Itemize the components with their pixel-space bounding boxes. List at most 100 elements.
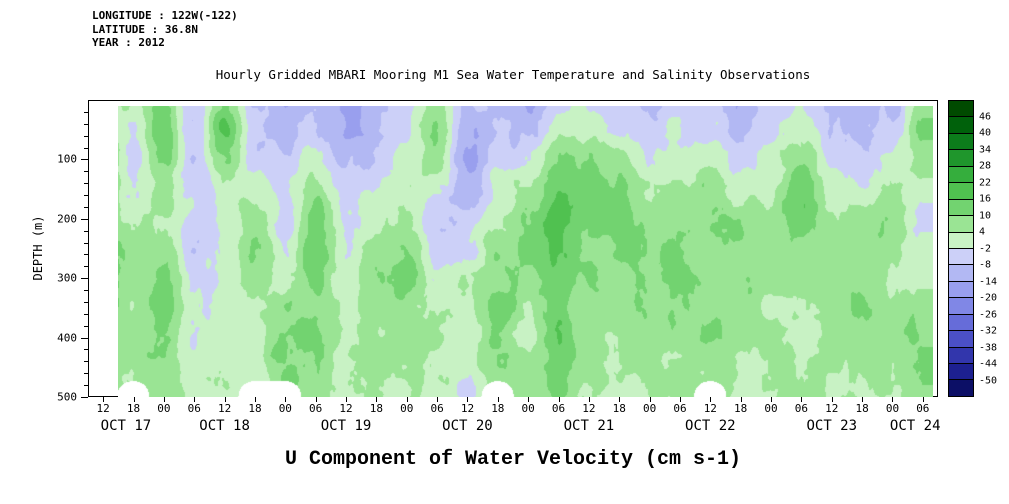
y-axis-tick [81,159,88,161]
x-axis-day-label: OCT 22 [685,418,736,434]
x-axis-tick [831,397,833,402]
y-axis-minor-tick [84,147,88,149]
x-axis-tick-label: 18 [369,402,384,415]
colorbar-tick-label: 46 [979,111,992,122]
heatmap-canvas [118,106,933,397]
x-axis-tick-label: 06 [673,402,687,415]
colorbar-tick-label: -38 [979,342,998,353]
y-axis-tick [81,397,88,398]
y-axis-tick [81,337,88,339]
y-axis-minor-tick [84,325,88,327]
y-axis-minor-tick [84,290,88,292]
colorbar-cell [949,117,973,134]
colorbar-cell [949,183,973,200]
colorbar-cell [949,265,973,282]
colorbar-tick-label: -32 [979,325,998,337]
colorbar-tick-label: -44 [979,358,998,370]
y-axis-minor-tick [84,135,88,137]
chart-title: Hourly Gridded MBARI Mooring M1 Sea Wate… [215,67,811,82]
latitude-label: LATITUDE : 36.8N [92,22,198,36]
y-axis-title: DEPTH (m) [31,215,45,281]
x-axis-tick [558,397,560,402]
x-axis-tick-label: 12 [460,402,475,415]
y-axis-minor-tick [84,313,88,315]
y-axis-minor-tick [84,373,88,375]
y-axis-minor-tick [84,230,88,232]
y-axis-minor-tick [84,385,88,387]
x-axis-day-label: OCT 18 [199,418,250,434]
x-axis-tick-label: 06 [916,402,930,415]
x-axis-tick-label: 18 [612,402,626,415]
x-axis-tick [740,397,742,402]
x-axis-day-label: OCT 20 [442,418,493,434]
x-axis-tick [467,397,469,402]
y-axis-minor-tick [84,254,88,256]
y-axis-minor-tick [84,195,88,197]
x-axis-tick [133,397,135,402]
x-axis-tick [224,397,226,402]
x-axis-tick-label: 12 [582,402,596,415]
colorbar-cell [949,298,973,315]
y-axis-tick [81,218,88,220]
x-axis-tick [679,397,681,402]
y-axis-minor-tick [84,349,88,351]
x-axis-tick [376,397,378,402]
colorbar-tick-label: -20 [979,292,998,304]
x-axis-tick [588,397,590,402]
y-axis-tick-label: 500 [57,390,77,404]
colorbar-tick-label: 22 [979,177,992,188]
y-axis-minor-tick [84,171,88,173]
y-axis-minor-tick [84,183,88,185]
x-axis-tick-label: 00 [278,402,292,415]
year-label: YEAR : 2012 [92,36,165,49]
longitude-label: LONGITUDE : 122W(-122) [92,9,238,22]
y-axis-tick-label: 300 [57,271,77,285]
x-axis-tick-label: 00 [764,402,778,415]
x-axis-tick-label: 00 [642,402,657,415]
x-axis-day-label: OCT 24 [889,418,941,434]
x-axis-tick [862,397,864,402]
x-axis-tick-label: 12 [339,402,353,415]
x-axis-day-label: OCT 23 [806,418,858,434]
colorbar-tick-label: -26 [979,309,998,320]
y-axis-tick-label: 100 [57,152,77,166]
colorbar [948,100,974,397]
x-axis-tick-label: 12 [217,402,232,415]
colorbar-cell [949,133,973,151]
colorbar-tick-label: -2 [979,243,992,254]
y-axis-minor-tick [84,266,88,268]
colorbar-tick-label: -50 [979,375,998,386]
colorbar-tick-label: 34 [979,144,992,155]
colorbar-cell [949,364,973,381]
y-axis-minor-tick [84,361,88,363]
metadata-block: LONGITUDE : 122W(-122) LATITUDE : 36.8N … [92,9,238,50]
x-axis-tick-label: 06 [551,402,566,415]
x-axis-tick-label: 00 [400,402,414,415]
x-axis-tick [771,397,773,402]
colorbar-tick-label: -8 [979,259,992,271]
colorbar-cell [949,347,973,364]
x-axis-tick [497,397,499,402]
x-axis-tick-label: 18 [734,402,748,415]
x-axis-tick-label: 12 [703,402,717,415]
x-axis-tick-label: 18 [491,402,505,415]
y-axis-tick-label: 200 [57,212,77,226]
colorbar-cell [949,232,973,249]
x-axis-tick-label: 06 [187,402,201,415]
x-axis-tick [163,397,165,402]
x-axis-tick-label: 00 [885,402,900,415]
colorbar-cell [949,150,973,167]
colorbar-cell [949,331,973,348]
x-axis-tick-label: 18 [855,402,869,415]
y-axis-minor-tick [84,206,88,208]
x-axis-tick [406,397,408,402]
x-axis-tick [285,397,287,402]
y-axis-minor-tick [84,301,88,303]
x-axis-tick [710,397,712,402]
x-axis-tick-label: 18 [126,402,141,415]
x-axis-day-label: OCT 19 [320,418,372,434]
x-axis-tick-label: 06 [794,402,809,415]
x-axis-tick-label: 06 [430,402,444,415]
colorbar-cell [949,380,973,396]
